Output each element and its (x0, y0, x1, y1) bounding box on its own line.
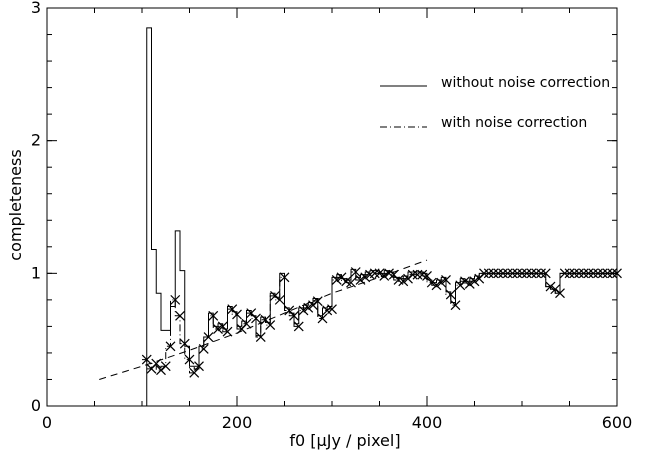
data-point-x-marker (555, 288, 565, 299)
data-point-x-marker (479, 268, 489, 279)
x-tick-label: 0 (42, 413, 52, 432)
data-point-x-marker (602, 268, 613, 279)
data-point-x-marker (175, 310, 185, 321)
data-point-x-marker (559, 268, 570, 279)
data-point-x-marker (597, 268, 608, 279)
data-point-x-marker (469, 276, 480, 287)
data-point-x-marker (255, 332, 266, 342)
data-point-x-marker (502, 268, 513, 279)
legend-label-with-noise: with noise correction (441, 115, 587, 131)
x-tick-label: 400 (412, 413, 443, 432)
data-point-x-marker (540, 268, 551, 279)
data-point-x-marker (422, 271, 432, 281)
data-point-x-marker (355, 275, 366, 285)
y-tick-label: 3 (31, 0, 41, 17)
data-point-x-marker (441, 275, 451, 285)
legend: without noise correction with noise corr… (380, 75, 610, 131)
data-point-x-marker (274, 294, 285, 305)
data-point-x-marker (507, 268, 518, 279)
plot-area: 0 200 400 600 0 1 2 3 (31, 0, 632, 432)
data-point-x-marker (303, 302, 314, 313)
data-point-x-marker (194, 361, 204, 372)
y-tick-label: 2 (31, 131, 41, 150)
data-point-x-marker (198, 344, 209, 354)
data-point-x-marker (369, 268, 380, 279)
data-point-x-marker (607, 268, 618, 279)
data-point-x-marker (483, 268, 494, 279)
y-axis-label: completeness (6, 149, 25, 260)
data-point-x-marker (464, 279, 475, 289)
data-point-x-marker (203, 332, 214, 342)
data-point-x-marker (612, 268, 622, 279)
data-point-x-marker (578, 268, 589, 279)
data-point-x-marker (545, 281, 556, 292)
data-point-x-marker (588, 268, 599, 279)
data-point-x-marker (179, 338, 190, 349)
data-point-x-marker (412, 269, 423, 280)
data-point-x-marker (213, 324, 223, 334)
data-point-x-marker (531, 268, 542, 279)
legend-label-without-noise: without noise correction (441, 75, 610, 91)
data-point-x-marker (374, 268, 385, 279)
data-point-x-marker (298, 305, 309, 316)
data-point-x-marker (222, 326, 233, 337)
series-with-noise-correction (142, 271, 617, 374)
data-point-x-marker (189, 367, 200, 378)
data-point-x-marker (360, 272, 371, 283)
data-point-x-marker (488, 268, 499, 279)
data-point-x-marker (170, 294, 181, 305)
data-point-x-marker (293, 321, 304, 332)
y-tick-label: 0 (31, 396, 41, 415)
x-tick-label: 600 (602, 413, 633, 432)
data-point-x-marker (251, 313, 261, 324)
data-point-x-marker (327, 304, 337, 315)
data-point-x-marker (460, 276, 470, 287)
y-tick-label: 1 (31, 263, 41, 282)
data-point-x-marker (569, 268, 580, 279)
data-point-x-marker (593, 268, 603, 279)
data-point-x-marker (289, 310, 299, 321)
data-point-x-marker (564, 268, 575, 279)
data-point-x-marker (312, 296, 323, 307)
data-point-x-marker (398, 276, 409, 287)
data-point-x-marker (241, 318, 252, 329)
data-point-x-marker (426, 277, 437, 288)
data-point-x-marker (498, 268, 508, 279)
data-point-x-marker (583, 268, 594, 279)
x-tick-label: 200 (222, 413, 253, 432)
data-point-x-marker (536, 268, 546, 279)
data-point-x-marker (521, 268, 532, 279)
data-point-x-marker (279, 272, 290, 283)
data-point-x-marker (350, 267, 361, 277)
data-point-x-marker (436, 277, 447, 288)
data-point-x-marker (151, 358, 162, 369)
data-point-x-marker (232, 309, 242, 320)
data-point-x-marker (265, 320, 276, 330)
data-point-x-marker (379, 271, 390, 281)
data-point-x-marker (512, 268, 523, 279)
data-point-x-marker (184, 354, 195, 365)
data-point-x-marker (450, 300, 461, 311)
data-point-x-marker (445, 289, 456, 300)
data-point-x-marker (517, 268, 527, 279)
data-point-x-marker (208, 310, 219, 321)
data-point-x-marker (331, 275, 342, 285)
data-point-x-marker (141, 354, 152, 365)
x-axis-label: f0 [μJy / pixel] (289, 431, 400, 450)
data-point-x-marker (526, 268, 537, 279)
data-point-x-marker (574, 268, 584, 279)
data-point-x-marker (160, 361, 171, 372)
data-point-x-marker (407, 269, 418, 280)
data-point-x-marker (317, 313, 328, 324)
data-point-x-marker (346, 277, 356, 288)
data-point-x-marker (493, 268, 504, 279)
data-point-x-marker (165, 341, 176, 352)
data-point-x-marker (431, 280, 442, 291)
